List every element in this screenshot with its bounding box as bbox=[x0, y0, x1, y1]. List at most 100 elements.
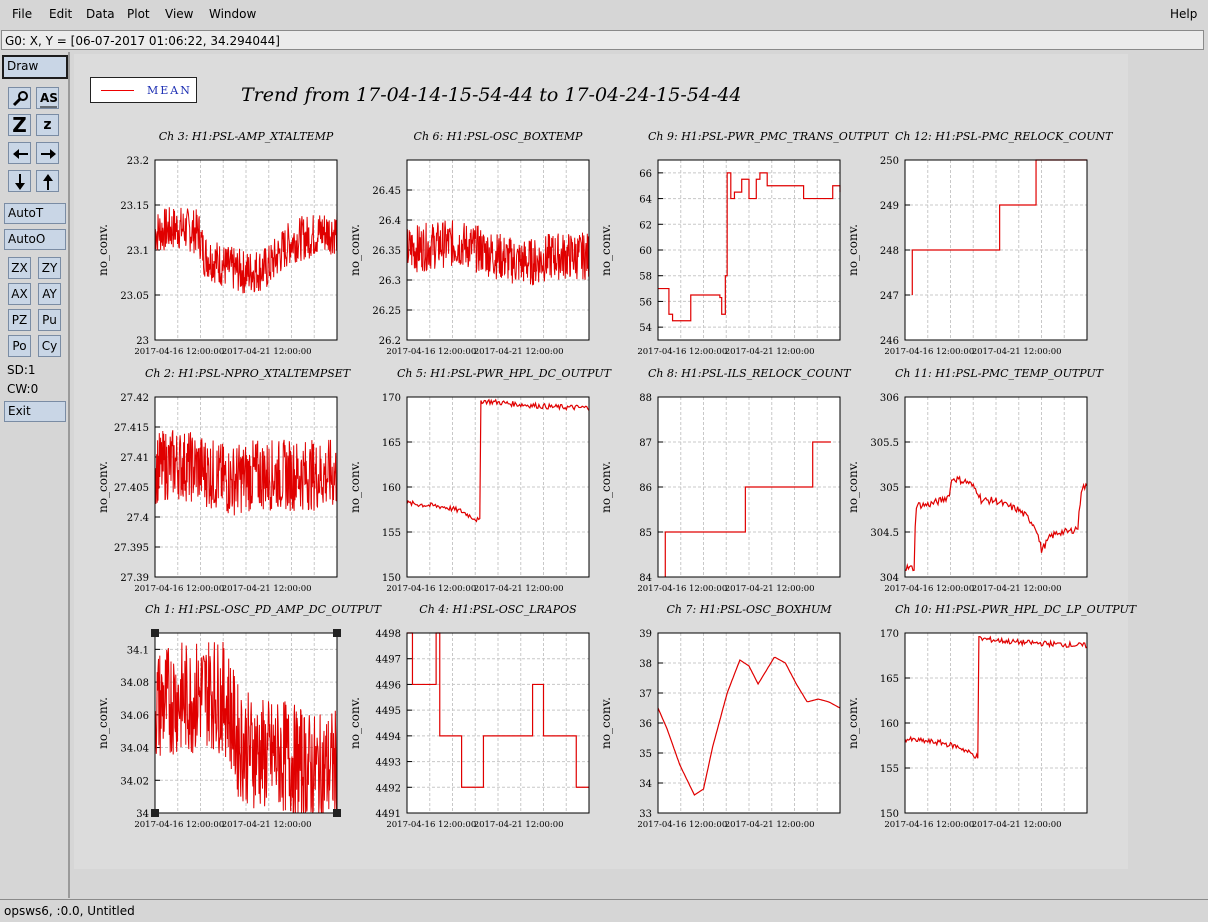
x-tick-label: 2017-04-21 12:00:00 bbox=[222, 347, 312, 357]
chart-title: Ch 1: H1:PSL-OSC_PD_AMP_DC_OUTPUT bbox=[145, 603, 381, 616]
y-tick-label: 150 bbox=[880, 809, 899, 820]
chart-11[interactable]: 33 34 35 36 37 38 39 2017-04-16 12:00:002017-04… bbox=[588, 623, 860, 833]
zoom-out-button[interactable]: z bbox=[36, 114, 59, 136]
chart-7[interactable]: 84 85 86 87 88 2017-04-16 12:00:002017-04-21 … bbox=[588, 387, 860, 597]
ay-button[interactable]: AY bbox=[38, 283, 61, 305]
menu-view[interactable]: View bbox=[165, 7, 194, 21]
menu-edit[interactable]: Edit bbox=[49, 7, 73, 21]
y-tick-label: 34 bbox=[639, 779, 652, 790]
y-tick-label: 26.4 bbox=[379, 216, 401, 227]
y-tick-label: 85 bbox=[639, 528, 652, 539]
menu-window[interactable]: Window bbox=[209, 7, 257, 21]
sd-label: SD:1 bbox=[7, 363, 36, 377]
x-tick-label: 2017-04-21 12:00:00 bbox=[725, 347, 815, 357]
y-tick-label: 246 bbox=[880, 336, 899, 347]
x-tick-label: 2017-04-16 12:00:00 bbox=[884, 347, 974, 357]
y-tick-label: 4491 bbox=[376, 809, 401, 820]
chart-5[interactable]: 27.39 27.395 27.4 27.405 27.41 27.415 27.42 201… bbox=[85, 387, 357, 597]
chart-8[interactable]: 304 304.5 305 305.5 306 2017-04-16 12:00:0020… bbox=[835, 387, 1107, 597]
chart-title: Ch 4: H1:PSL-OSC_LRAPOS bbox=[419, 603, 577, 616]
x-tick-label: 2017-04-21 12:00:00 bbox=[972, 347, 1062, 357]
x-tick-label: 2017-04-16 12:00:00 bbox=[884, 584, 974, 594]
chart-2[interactable]: 26.2 26.25 26.3 26.35 26.4 26.45 2017-04-16 12… bbox=[337, 150, 609, 360]
y-tick-label: 4495 bbox=[376, 706, 401, 717]
y-tick-label: 87 bbox=[639, 438, 652, 449]
pu-button[interactable]: Pu bbox=[38, 309, 61, 331]
y-tick-label: 155 bbox=[880, 764, 899, 775]
zx-button[interactable]: ZX bbox=[8, 257, 31, 279]
chart-3[interactable]: 54 56 58 60 62 64 66 2017-04-16 12:00:002017-04… bbox=[588, 150, 860, 360]
menu-plot[interactable]: Plot bbox=[127, 7, 150, 21]
ax-button[interactable]: AX bbox=[8, 283, 31, 305]
y-tick-label: 23.15 bbox=[120, 201, 149, 212]
y-tick-label: 34.02 bbox=[120, 776, 149, 787]
autoscale-icon[interactable]: AS bbox=[36, 87, 59, 109]
x-tick-label: 2017-04-16 12:00:00 bbox=[884, 820, 974, 830]
chart-title: Ch 2: H1:PSL-NPRO_XTALTEMPSET bbox=[145, 367, 351, 380]
menu-help[interactable]: Help bbox=[1170, 7, 1198, 21]
y-axis-label: no_conv. bbox=[599, 697, 613, 749]
chart-6[interactable]: 150 155 160 165 170 2017-04-16 12:00:002017-0… bbox=[337, 387, 609, 597]
x-tick-label: 2017-04-16 12:00:00 bbox=[637, 584, 727, 594]
arrow-right-icon[interactable] bbox=[36, 142, 59, 164]
plot-frame bbox=[657, 396, 841, 578]
arrow-up-icon[interactable] bbox=[36, 170, 59, 192]
y-axis-label: no_conv. bbox=[846, 461, 860, 513]
y-tick-label: 27.415 bbox=[114, 423, 149, 434]
po-button[interactable]: Po bbox=[8, 335, 31, 357]
legend-label: MEAN bbox=[147, 84, 192, 97]
y-tick-label: 34 bbox=[136, 809, 149, 820]
menu-data[interactable]: Data bbox=[86, 7, 115, 21]
chart-12[interactable]: 150 155 160 165 170 2017-04-16 12:00:002017-0… bbox=[835, 623, 1107, 833]
menu-file[interactable]: File bbox=[12, 7, 33, 21]
selection-handle bbox=[151, 809, 159, 817]
status-bar: opsws6, :0.0, Untitled bbox=[0, 899, 1208, 922]
chart-title: Ch 3: H1:PSL-AMP_XTALTEMP bbox=[158, 130, 334, 143]
cy-button[interactable]: Cy bbox=[38, 335, 61, 357]
chart-9[interactable]: 34 34.02 34.04 34.06 34.08 34.1 2017-04-16 12:… bbox=[85, 623, 357, 833]
y-tick-label: 37 bbox=[639, 689, 652, 700]
y-tick-label: 27.39 bbox=[120, 573, 149, 584]
y-axis-label: no_conv. bbox=[96, 697, 110, 749]
series-mean-line bbox=[154, 207, 338, 294]
series-mean-line bbox=[406, 398, 590, 523]
y-tick-label: 170 bbox=[382, 393, 401, 404]
draw-button[interactable]: Draw bbox=[2, 55, 68, 79]
arrow-down-icon[interactable] bbox=[8, 170, 31, 192]
x-tick-label: 2017-04-21 12:00:00 bbox=[972, 584, 1062, 594]
y-axis-label: no_conv. bbox=[599, 224, 613, 276]
exit-button[interactable]: Exit bbox=[4, 401, 66, 422]
auto-o-button[interactable]: AutoO bbox=[4, 229, 66, 250]
y-tick-label: 170 bbox=[880, 629, 899, 640]
arrow-left-icon[interactable] bbox=[8, 142, 31, 164]
y-tick-label: 304 bbox=[880, 573, 899, 584]
cw-label: CW:0 bbox=[7, 382, 39, 396]
x-tick-label: 2017-04-21 12:00:00 bbox=[972, 820, 1062, 830]
y-tick-label: 64 bbox=[639, 195, 652, 206]
chart-1[interactable]: 23 23.05 23.1 23.15 23.2 2017-04-16 12:00:002… bbox=[85, 150, 357, 360]
y-tick-label: 165 bbox=[880, 674, 899, 685]
auto-t-button[interactable]: AutoT bbox=[4, 203, 66, 224]
y-axis-label: no_conv. bbox=[599, 461, 613, 513]
y-tick-label: 4493 bbox=[376, 758, 401, 769]
pz-button[interactable]: PZ bbox=[8, 309, 31, 331]
chart-title: Ch 6: H1:PSL-OSC_BOXTEMP bbox=[413, 130, 583, 143]
chart-10[interactable]: 4491 4492 4493 4494 4495 4496 4497 4498 2017-04-… bbox=[337, 623, 609, 833]
y-tick-label: 27.395 bbox=[114, 543, 149, 554]
y-tick-label: 34.08 bbox=[120, 678, 149, 689]
y-tick-label: 250 bbox=[880, 156, 899, 167]
y-tick-label: 26.25 bbox=[372, 306, 401, 317]
y-tick-label: 27.405 bbox=[114, 483, 149, 494]
series-mean-line bbox=[154, 430, 338, 516]
zoom-in-button[interactable]: Z bbox=[8, 114, 31, 136]
zy-button[interactable]: ZY bbox=[38, 257, 61, 279]
y-tick-label: 305.5 bbox=[870, 438, 899, 449]
chart-4[interactable]: 246 247 248 249 250 2017-04-16 12:00:002017-0… bbox=[835, 150, 1107, 360]
y-tick-label: 26.3 bbox=[379, 276, 401, 287]
plot-frame bbox=[154, 396, 338, 578]
x-tick-label: 2017-04-16 12:00:00 bbox=[134, 347, 224, 357]
y-tick-label: 248 bbox=[880, 246, 899, 257]
y-axis-label: no_conv. bbox=[348, 461, 362, 513]
series-mean-line bbox=[664, 441, 831, 577]
magnify-icon[interactable] bbox=[8, 87, 31, 109]
